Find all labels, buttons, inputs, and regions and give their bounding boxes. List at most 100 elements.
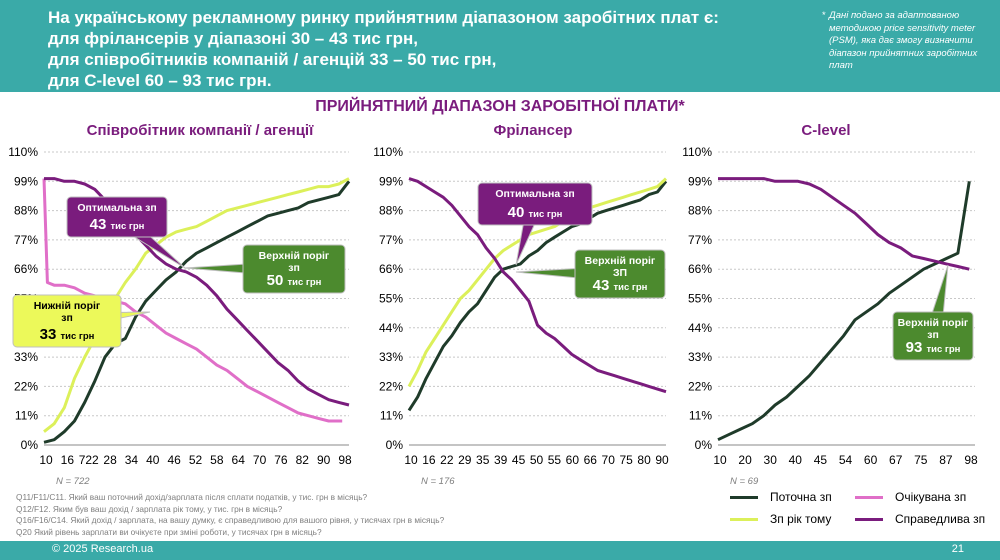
callout-number: 40 xyxy=(508,204,529,221)
y-tick-label: 0% xyxy=(386,438,404,452)
x-tick-label: 70 xyxy=(602,453,616,467)
y-tick-label: 88% xyxy=(14,204,38,218)
callout-title: ЗП xyxy=(613,267,627,279)
y-tick-label: 33% xyxy=(688,350,712,364)
callout-value: 50 тис грн xyxy=(267,272,322,289)
footer-bar: © 2025 Research.ua 21 xyxy=(0,541,1000,560)
x-tick-label: 90 xyxy=(655,453,669,467)
header-note-asterisk: * xyxy=(822,10,826,21)
y-tick-label: 11% xyxy=(15,409,38,423)
x-tick-label: 20 xyxy=(738,453,752,467)
x-tick-label: 54 xyxy=(839,453,853,467)
series-line-Поточна-зп xyxy=(407,180,668,412)
x-tick-label: 80 xyxy=(637,453,651,467)
y-tick-label: 0% xyxy=(695,438,713,452)
x-tick-label: 60 xyxy=(864,453,878,467)
x-tick-label: 10 xyxy=(713,453,727,467)
callout-number: 93 xyxy=(906,339,927,356)
chart-title: Фрілансер xyxy=(494,122,573,139)
y-tick-label: 66% xyxy=(688,262,712,276)
y-tick-label: 66% xyxy=(379,262,403,276)
legend-swatch xyxy=(730,517,758,521)
callout-unit: тис грн xyxy=(528,209,562,220)
callout-title: Оптимальна зп xyxy=(77,202,156,214)
x-tick-label: 35 xyxy=(476,453,490,467)
y-tick-label: 99% xyxy=(379,174,403,188)
chart-panel-3: C-level 0% 11% 22% 33% 44% 55% 66% 77% 88% 99% 110%… xyxy=(682,122,978,487)
legend-label: Поточна зп xyxy=(770,490,832,504)
main-title: ПРИЙНЯТНИЙ ДІАПАЗОН ЗАРОБІТНОЇ ПЛАТИ* xyxy=(315,98,685,115)
x-tick-label: 70 xyxy=(253,453,267,467)
callout-background xyxy=(892,311,974,361)
legend-swatch xyxy=(855,517,883,521)
x-tick-label: 29 xyxy=(458,453,472,467)
series-line-Справедлива-зп xyxy=(718,177,970,271)
callout-background xyxy=(12,294,122,348)
callout-number: 33 xyxy=(40,326,61,343)
y-tick-label: 110% xyxy=(8,145,38,159)
x-tick-label: 39 xyxy=(494,453,508,467)
series-line-Справедлива-зп xyxy=(44,177,350,407)
y-tick-label: 55% xyxy=(688,292,712,306)
callout-unit: тис грн xyxy=(60,331,94,342)
sample-size-label: N = 176 xyxy=(421,476,455,487)
x-tick-label: 45 xyxy=(512,453,526,467)
callout-value: 40 тис грн xyxy=(508,204,563,221)
callout-box: Оптимальна зп 40 тис грн xyxy=(477,182,593,266)
y-tick-label: 110% xyxy=(682,145,712,159)
y-tick-label: 110% xyxy=(373,145,403,159)
x-tick-label: 40 xyxy=(146,453,160,467)
legend-swatch xyxy=(730,495,758,499)
x-tick-label: 22 xyxy=(440,453,454,467)
callout-number: 50 xyxy=(267,272,288,289)
x-tick-label: 55 xyxy=(548,453,562,467)
callout-background xyxy=(66,196,168,238)
y-tick-label: 22% xyxy=(688,379,712,393)
x-tick-label: 16 xyxy=(61,453,75,467)
y-tick-label: 22% xyxy=(14,379,38,393)
question-line: Q16/F16/C14. Який дохід / зарплата, на в… xyxy=(16,515,445,525)
questions-block: Q11/F11/C11. Який ваш поточний дохід/зар… xyxy=(16,492,596,538)
x-tick-label: 34 xyxy=(125,453,139,467)
y-tick-label: 88% xyxy=(688,204,712,218)
x-tick-label: 60 xyxy=(566,453,580,467)
series-line-Поточна-зп xyxy=(717,181,971,442)
x-tick-label: 98 xyxy=(964,453,978,467)
x-tick-label: 64 xyxy=(232,453,246,467)
x-tick-label: 98 xyxy=(338,453,352,467)
question-line: Q11/F11/C11. Який ваш поточний дохід/зар… xyxy=(16,492,368,502)
callout-title: зп xyxy=(61,312,73,324)
callout-title: Оптимальна зп xyxy=(495,188,574,200)
x-tick-label: 40 xyxy=(789,453,803,467)
x-tick-label: 16 xyxy=(422,453,436,467)
y-tick-label: 99% xyxy=(14,174,38,188)
legend-item-fair: Справедлива зп xyxy=(855,512,985,526)
y-tick-label: 44% xyxy=(379,321,403,335)
y-tick-label: 33% xyxy=(379,350,403,364)
callout-unit: тис грн xyxy=(110,221,144,232)
header-methodology-note: Дані подано за адаптованою методикою pri… xyxy=(829,10,978,71)
x-tick-label: 82 xyxy=(296,453,310,467)
chart-panel-2: Фрілансер 0% 11% 22% 33% 44% 55% 66% 77% 88% 99% 11… xyxy=(373,122,669,487)
x-tick-label: 722 xyxy=(79,453,99,467)
x-tick-label: 50 xyxy=(530,453,544,467)
question-line: Q20 Який рівень зарплати ви очікуєте при… xyxy=(16,526,322,537)
y-tick-label: 66% xyxy=(14,262,38,276)
x-tick-label: 58 xyxy=(210,453,224,467)
callout-background xyxy=(242,244,346,294)
sample-size-label: N = 722 xyxy=(56,476,90,487)
charts-area: Співробітник компанії / агенції 0% 11% 22% 3… xyxy=(8,122,978,487)
y-tick-label: 99% xyxy=(688,174,712,188)
callout-number: 43 xyxy=(593,277,614,294)
callout-title: зп xyxy=(288,262,300,274)
x-tick-label: 75 xyxy=(914,453,928,467)
x-tick-label: 52 xyxy=(189,453,203,467)
y-tick-label: 88% xyxy=(379,204,403,218)
x-tick-label: 10 xyxy=(39,453,53,467)
y-tick-label: 11% xyxy=(380,409,403,423)
y-tick-label: 77% xyxy=(14,233,38,247)
callout-box: Оптимальна зп 43 тис грн xyxy=(66,196,186,269)
